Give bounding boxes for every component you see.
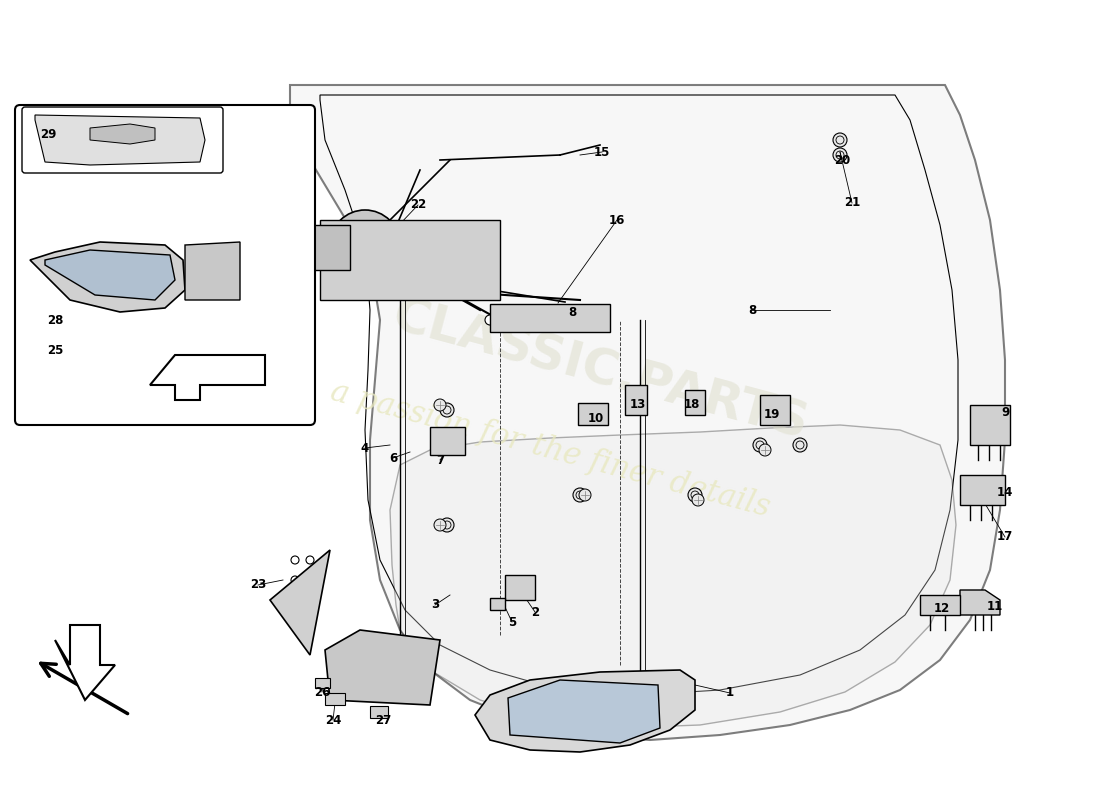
Polygon shape xyxy=(324,630,440,705)
Text: a passion for the finer details: a passion for the finer details xyxy=(327,376,773,524)
Text: 22: 22 xyxy=(410,198,426,211)
Bar xyxy=(430,427,465,455)
Bar xyxy=(490,598,505,610)
Circle shape xyxy=(440,518,454,532)
Circle shape xyxy=(190,215,200,225)
Text: 25: 25 xyxy=(47,343,63,357)
Circle shape xyxy=(330,210,400,280)
Polygon shape xyxy=(390,425,956,728)
Text: 18: 18 xyxy=(684,398,701,411)
Circle shape xyxy=(579,489,591,501)
Text: 4: 4 xyxy=(361,442,370,454)
Polygon shape xyxy=(960,475,1005,505)
Circle shape xyxy=(692,494,704,506)
Polygon shape xyxy=(55,625,116,700)
Text: 24: 24 xyxy=(324,714,341,726)
Polygon shape xyxy=(270,550,330,655)
Text: 27: 27 xyxy=(375,714,392,726)
Bar xyxy=(578,403,608,425)
Text: 26: 26 xyxy=(314,686,330,698)
Circle shape xyxy=(292,576,299,584)
Text: 3: 3 xyxy=(431,598,439,611)
Text: 28: 28 xyxy=(47,314,63,326)
Bar xyxy=(490,304,610,332)
Text: 13: 13 xyxy=(630,398,646,411)
Bar xyxy=(685,390,705,415)
Circle shape xyxy=(833,133,847,147)
Circle shape xyxy=(292,556,299,564)
Text: 14: 14 xyxy=(997,486,1013,498)
Bar xyxy=(625,385,647,415)
Text: 8: 8 xyxy=(568,306,576,318)
Text: 12: 12 xyxy=(934,602,950,614)
Bar xyxy=(370,706,388,718)
Text: CLASSIC.PARTS: CLASSIC.PARTS xyxy=(387,291,813,449)
Polygon shape xyxy=(45,250,175,300)
Polygon shape xyxy=(185,242,240,300)
Circle shape xyxy=(754,438,767,452)
Text: 9: 9 xyxy=(1001,406,1009,418)
Circle shape xyxy=(688,488,702,502)
Circle shape xyxy=(430,287,440,297)
Text: 16: 16 xyxy=(608,214,625,226)
Circle shape xyxy=(793,438,807,452)
Circle shape xyxy=(434,519,446,531)
Text: 5: 5 xyxy=(508,615,516,629)
Text: 21: 21 xyxy=(844,197,860,210)
Text: 1: 1 xyxy=(726,686,734,699)
Text: 10: 10 xyxy=(587,411,604,425)
Polygon shape xyxy=(90,124,155,144)
Polygon shape xyxy=(475,670,695,752)
Circle shape xyxy=(833,148,847,162)
Circle shape xyxy=(440,403,454,417)
Text: 2: 2 xyxy=(531,606,539,618)
Circle shape xyxy=(375,257,385,267)
Bar xyxy=(505,575,535,600)
Polygon shape xyxy=(920,595,960,615)
Circle shape xyxy=(306,556,313,564)
Polygon shape xyxy=(30,242,185,312)
Circle shape xyxy=(759,444,771,456)
Text: 20: 20 xyxy=(834,154,850,166)
Polygon shape xyxy=(150,355,265,400)
Text: 15: 15 xyxy=(594,146,610,158)
Text: 8: 8 xyxy=(748,303,756,317)
Polygon shape xyxy=(35,115,205,165)
FancyBboxPatch shape xyxy=(15,105,315,425)
Text: 7: 7 xyxy=(436,454,444,466)
Polygon shape xyxy=(508,680,660,743)
Bar xyxy=(300,225,350,270)
Text: 17: 17 xyxy=(997,530,1013,543)
Bar xyxy=(760,395,790,425)
Bar xyxy=(324,693,345,705)
Circle shape xyxy=(544,315,556,325)
Polygon shape xyxy=(290,85,1005,740)
Bar xyxy=(320,220,500,300)
FancyBboxPatch shape xyxy=(22,107,223,173)
Bar xyxy=(315,678,330,688)
Text: 6: 6 xyxy=(389,451,397,465)
Circle shape xyxy=(573,488,587,502)
Polygon shape xyxy=(970,405,1010,445)
Text: 29: 29 xyxy=(40,129,56,142)
Circle shape xyxy=(434,399,446,411)
Polygon shape xyxy=(960,590,1000,615)
Text: 19: 19 xyxy=(763,409,780,422)
Text: 23: 23 xyxy=(250,578,266,591)
Text: 11: 11 xyxy=(987,601,1003,614)
Circle shape xyxy=(485,315,495,325)
